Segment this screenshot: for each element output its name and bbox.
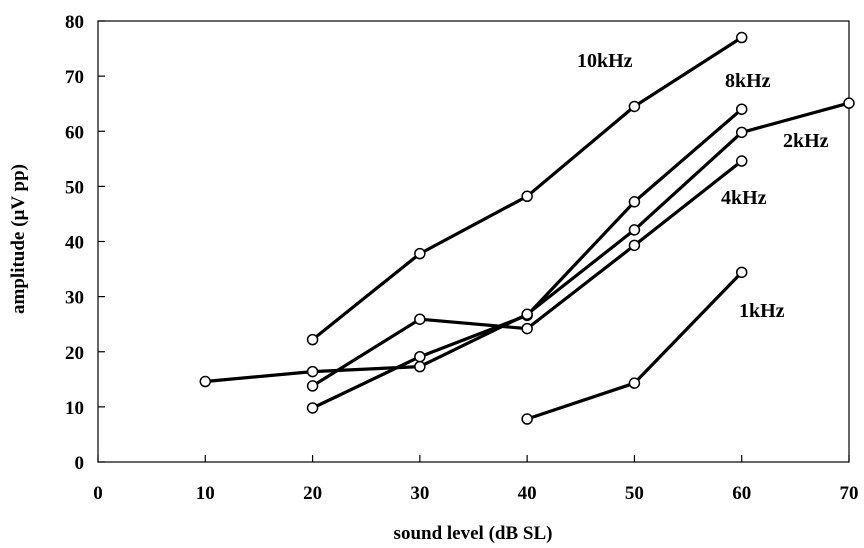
- series-markers: [199, 31, 855, 425]
- data-point-2kHz: [414, 360, 426, 373]
- data-point-10kHz: [735, 31, 748, 44]
- x-tick-label: 20: [303, 483, 322, 504]
- data-point-1kHz: [735, 266, 748, 279]
- x-axis-title: sound level (dB SL): [394, 523, 553, 544]
- data-point-2kHz: [521, 308, 533, 321]
- data-point-2kHz: [306, 365, 319, 378]
- data-point-4kHz: [735, 155, 748, 167]
- series-line-10kHz: [311, 36, 743, 341]
- y-tick-label: 10: [65, 398, 84, 419]
- series-label-10kHz: 10kHz: [577, 50, 633, 72]
- y-tick-label: 70: [65, 67, 84, 88]
- data-point-2kHz: [843, 97, 855, 109]
- series-label-4kHz: 4kHz: [721, 187, 767, 209]
- series-line-2kHz: [205, 101, 850, 384]
- data-point-4kHz: [521, 322, 533, 335]
- y-tick-label: 60: [65, 122, 84, 143]
- x-tick-label: 70: [840, 483, 859, 504]
- x-tick-label: 0: [93, 483, 103, 504]
- x-tick-label: 30: [410, 483, 429, 504]
- data-point-10kHz: [414, 247, 426, 260]
- series-labels: 10kHz 8kHz 2kHz 4kHz 1kHz: [577, 50, 829, 322]
- y-tick-label: 0: [75, 453, 85, 474]
- axes: 0 10 20 30 40 50 60 70 80 0 10 20 30 40 50 60 70: [65, 12, 859, 504]
- data-point-4kHz: [414, 313, 426, 325]
- y-axis-title: amplitude (µV pp): [8, 164, 29, 314]
- y-tick-label: 20: [65, 343, 84, 364]
- data-point-4kHz: [306, 380, 319, 392]
- x-tick-label: 40: [518, 483, 537, 504]
- data-point-8kHz: [414, 350, 426, 363]
- x-tick-label: 10: [196, 483, 215, 504]
- series-lines: [205, 36, 850, 421]
- y-tick-label: 40: [65, 233, 84, 254]
- data-point-10kHz: [306, 333, 319, 346]
- x-tick-label: 50: [625, 483, 644, 504]
- series-label-2kHz: 2kHz: [783, 130, 829, 152]
- data-point-8kHz: [735, 103, 748, 115]
- data-point-1kHz: [628, 377, 641, 389]
- data-point-10kHz: [628, 100, 641, 113]
- series-line-1kHz: [526, 271, 743, 421]
- y-tick-label: 50: [65, 177, 84, 198]
- y-tick-label: 80: [65, 12, 84, 33]
- series-label-1kHz: 1kHz: [739, 300, 785, 322]
- data-point-2kHz: [735, 126, 748, 139]
- data-point-1kHz: [521, 413, 533, 425]
- data-point-8kHz: [628, 196, 641, 208]
- y-tick-label: 30: [65, 288, 84, 309]
- data-point-10kHz: [521, 190, 533, 203]
- data-point-4kHz: [628, 239, 641, 252]
- data-point-8kHz: [306, 402, 319, 414]
- series-label-8kHz: 8kHz: [725, 70, 771, 92]
- data-point-2kHz: [199, 375, 212, 388]
- x-tick-label: 60: [732, 483, 751, 504]
- series-line-8kHz: [311, 107, 743, 410]
- data-point-2kHz: [628, 224, 641, 236]
